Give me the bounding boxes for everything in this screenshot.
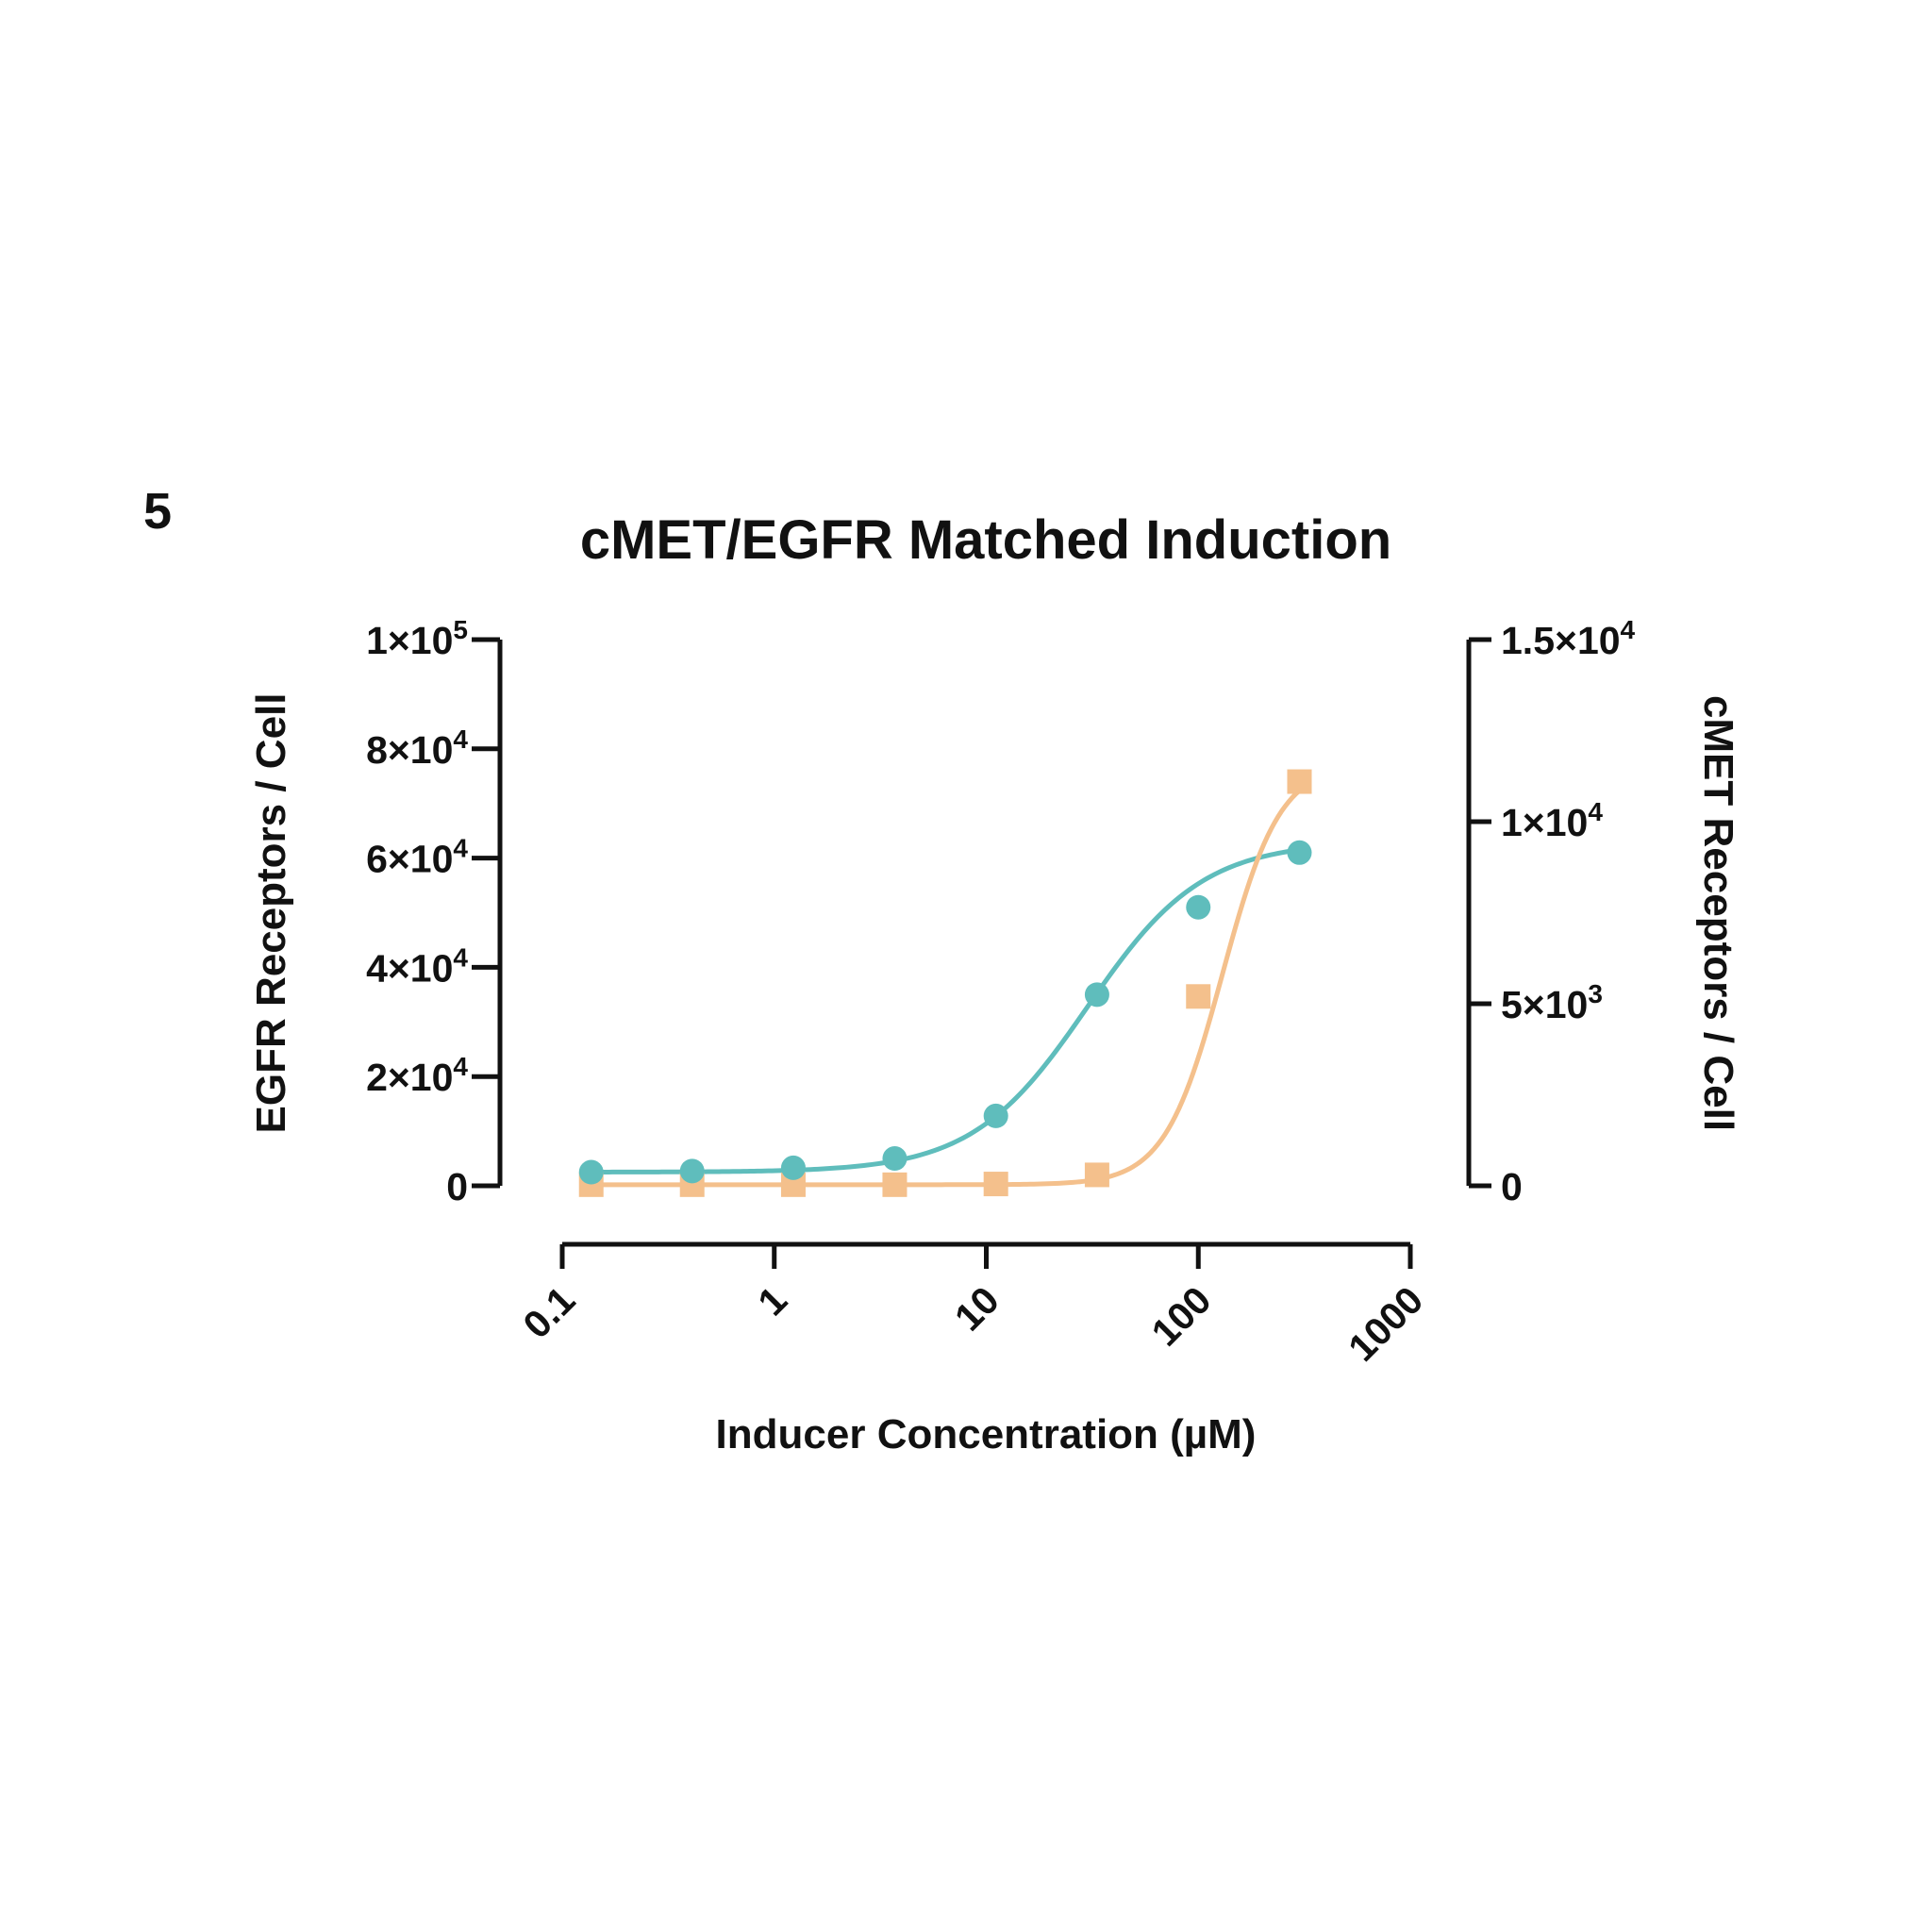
series-2-square-point: [1084, 1162, 1109, 1188]
right-y-axis: 0 5×103 1×104 1.5×104: [1466, 615, 1636, 1208]
series-1-circle-point: [578, 1159, 604, 1185]
right-y-tick-label: 1×104: [1501, 797, 1603, 844]
series-1-circle-point: [780, 1155, 806, 1180]
left-y-tick-label: 0: [446, 1165, 468, 1208]
fit-curve-series-2: [591, 789, 1302, 1188]
data-markers: [578, 769, 1312, 1197]
x-axis-title: Inducer Concentration (µM): [716, 1411, 1257, 1457]
series-2-square-point: [983, 1172, 1008, 1197]
series-2-square-point: [1287, 769, 1312, 794]
fit-curve-series-1: [591, 847, 1300, 1174]
fit-curves: [591, 789, 1302, 1188]
right-y-tick-label: 1.5×104: [1501, 615, 1636, 662]
series-1-circle-point: [1287, 840, 1312, 865]
series-2-square-point: [882, 1172, 908, 1197]
series-1-circle-point: [1084, 982, 1109, 1008]
left-y-axis: 0 2×104 4×104 6×104 8×104 1×105: [366, 615, 503, 1208]
series-1-circle-point: [1186, 894, 1211, 920]
series-1-circle-point: [679, 1158, 705, 1184]
left-y-tick-label: 2×104: [366, 1052, 468, 1099]
left-y-tick-label: 4×104: [366, 942, 468, 990]
left-y-axis-title: EGFR Receptors / Cell: [248, 692, 294, 1133]
series-1-circle-point: [882, 1146, 908, 1172]
series-1-circle-point: [983, 1103, 1008, 1128]
left-y-tick-label: 6×104: [366, 834, 468, 881]
right-y-tick-label: 5×103: [1501, 979, 1603, 1026]
left-y-tick-label: 1×105: [366, 615, 468, 662]
right-y-axis-title: cMET Receptors / Cell: [1695, 695, 1741, 1131]
left-y-tick-label: 8×104: [366, 724, 468, 772]
series-2-square-point: [1186, 984, 1211, 1009]
panel-label: 5: [143, 483, 172, 540]
chart-title: cMET/EGFR Matched Induction: [580, 509, 1391, 571]
right-y-tick-label: 0: [1501, 1165, 1523, 1208]
